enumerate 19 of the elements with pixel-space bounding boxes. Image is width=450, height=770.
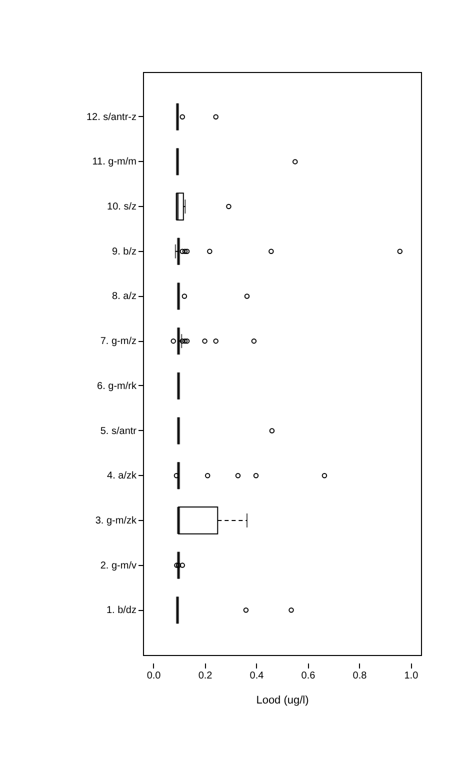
y-tick-label: 4. a/zk — [107, 470, 138, 482]
y-tick-label: 2. g-m/v — [100, 560, 136, 572]
y-tick-label: 8. a/z — [112, 291, 136, 302]
x-tick-label: 1.0 — [404, 670, 419, 682]
y-tick-label: 10. s/z — [107, 202, 136, 213]
x-tick-label: 0.4 — [250, 670, 264, 682]
x-tick-label: 0.6 — [301, 670, 316, 682]
x-tick-label: 0.8 — [352, 670, 368, 682]
y-tick-label: 5. s/antr — [100, 426, 138, 437]
y-tick-label: 12. s/antr-z — [86, 112, 136, 123]
y-tick-label: 11. g-m/m — [92, 156, 136, 168]
y-tick-label: 9. b/z — [112, 246, 136, 258]
x-tick-label: 0.0 — [146, 670, 162, 682]
y-tick-label: 7. g-m/z — [100, 336, 136, 348]
x-axis-title: Lood (ug/l) — [256, 694, 309, 706]
x-tick-label: 0.2 — [198, 670, 213, 682]
y-tick-label: 1. b/dz — [106, 605, 136, 616]
y-tick-label: 6. g-m/rk — [97, 380, 138, 392]
y-tick-label: 3. g-m/zk — [95, 515, 138, 526]
